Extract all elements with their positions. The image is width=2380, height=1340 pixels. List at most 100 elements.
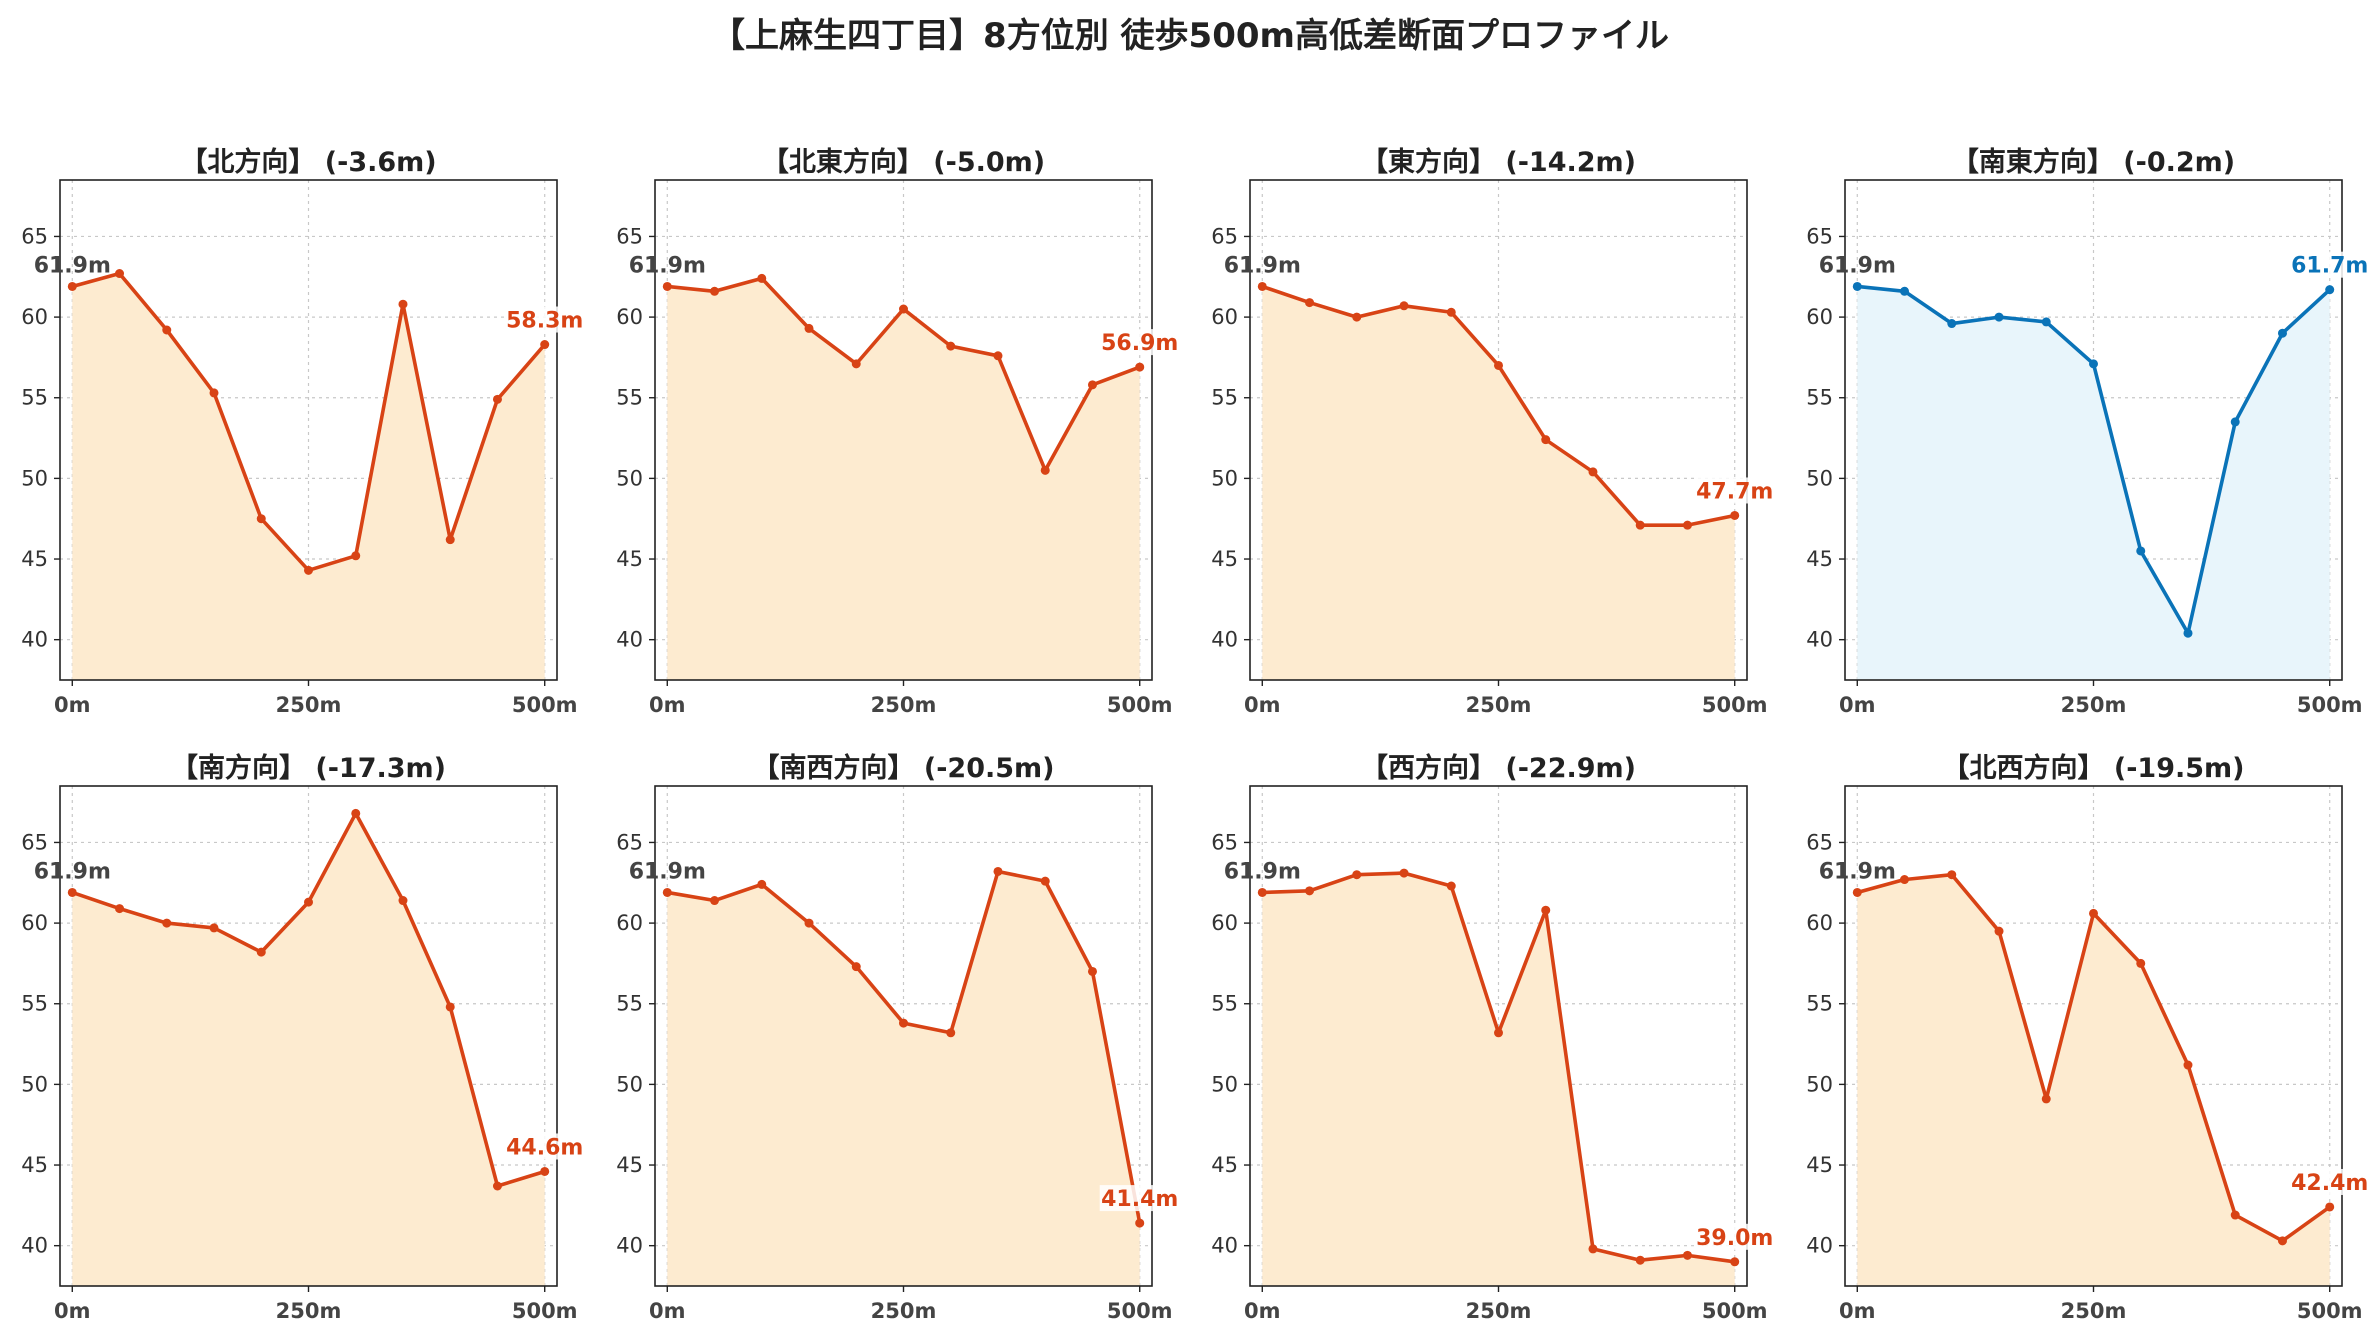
end-label-group: 39.0m <box>1694 1223 1775 1251</box>
data-point <box>804 323 814 333</box>
area-fill <box>1857 286 2330 680</box>
data-point <box>2325 1202 2335 1212</box>
end-label-group: 47.7m <box>1694 477 1775 504</box>
data-point <box>2230 1210 2240 1220</box>
data-point <box>2041 1094 2051 1104</box>
data-point <box>398 896 408 906</box>
data-point <box>67 281 77 291</box>
x-tick-label: 500m <box>512 1299 578 1323</box>
y-tick-label: 40 <box>1211 1234 1238 1258</box>
chart-plot: 40 45 50 55 60 65 0m 250m 500m 61.9m 47.7m <box>1211 179 1775 717</box>
y-tick-label: 65 <box>21 224 48 248</box>
x-tick-label: 0m <box>1244 1299 1281 1323</box>
area-fill <box>667 871 1140 1286</box>
end-label: 41.4m <box>1101 1187 1178 1212</box>
x-tick-label: 250m <box>276 693 342 717</box>
x-tick-label: 250m <box>2061 1299 2127 1323</box>
y-tick-label: 45 <box>1806 1153 1833 1177</box>
data-point <box>1305 298 1315 308</box>
data-point <box>2325 285 2335 295</box>
data-point <box>2041 317 2051 327</box>
chart-plot: 40 45 50 55 60 65 0m 250m 500m 61.9m 41.4m <box>616 785 1180 1323</box>
data-point <box>2089 908 2098 918</box>
start-label: 61.9m <box>629 859 706 884</box>
chart-plot: 40 45 50 55 60 65 0m 250m 500m 61.9m 44.6m <box>21 785 585 1323</box>
data-point <box>1635 520 1645 530</box>
data-point <box>1900 875 1910 885</box>
area-fill <box>1857 874 2330 1286</box>
start-label: 61.9m <box>34 859 111 884</box>
data-point <box>67 887 77 897</box>
data-point <box>1087 380 1097 390</box>
data-point <box>1135 362 1145 372</box>
y-tick-label: 60 <box>1806 305 1833 329</box>
chart-plot: 40 45 50 55 60 65 0m 250m 500m 61.9m 58.3m <box>21 179 585 717</box>
data-point <box>1257 887 1267 897</box>
chart-title: 【東方向】 (-14.2m) <box>1360 147 1637 178</box>
y-tick-label: 65 <box>21 830 48 854</box>
x-tick-label: 0m <box>1839 1299 1876 1323</box>
y-tick-label: 55 <box>1211 386 1238 410</box>
data-point <box>1682 1250 1692 1260</box>
y-tick-label: 40 <box>21 628 48 652</box>
y-tick-label: 60 <box>1211 305 1238 329</box>
x-tick-label: 0m <box>54 693 90 717</box>
y-tick-label: 45 <box>1211 547 1238 571</box>
data-point <box>757 273 767 283</box>
data-point <box>899 304 908 314</box>
chart-plot: 40 45 50 55 60 65 0m 250m 500m 61.9m 42.4m <box>1806 785 2370 1323</box>
chart-plot: 40 45 50 55 60 65 0m 250m 500m 61.9m 39.0m <box>1211 785 1775 1323</box>
chart-title: 【北方向】 (-3.6m) <box>180 147 437 178</box>
data-point <box>162 325 172 335</box>
end-label-group: 44.6m <box>504 1133 585 1160</box>
y-tick-label: 50 <box>1806 466 1833 490</box>
x-tick-label: 0m <box>649 693 686 717</box>
area-fill <box>72 813 545 1286</box>
end-label-group: 56.9m <box>1099 329 1180 356</box>
data-point <box>2230 417 2240 427</box>
y-tick-label: 45 <box>21 547 48 571</box>
data-point <box>304 897 313 907</box>
data-point <box>1040 465 1050 475</box>
data-point <box>1852 281 1862 291</box>
x-tick-label: 250m <box>871 1299 937 1323</box>
data-point <box>804 918 814 928</box>
data-point <box>162 918 172 928</box>
data-point <box>946 1028 956 1038</box>
start-label: 61.9m <box>34 253 111 278</box>
y-tick-label: 40 <box>1806 1234 1833 1258</box>
data-point <box>1305 886 1315 896</box>
end-label: 61.7m <box>2291 254 2368 279</box>
y-tick-label: 40 <box>1211 628 1238 652</box>
data-point <box>1682 520 1692 530</box>
data-point <box>1541 435 1551 445</box>
data-point <box>2089 359 2098 369</box>
y-tick-label: 55 <box>1211 992 1238 1016</box>
y-tick-label: 65 <box>616 224 643 248</box>
data-point <box>1257 281 1267 291</box>
start-label: 61.9m <box>1819 253 1896 278</box>
end-label-bg <box>1694 1223 1775 1250</box>
data-point <box>115 904 125 914</box>
start-label: 61.9m <box>629 253 706 278</box>
data-point <box>1852 887 1862 897</box>
data-point <box>1446 307 1456 317</box>
y-tick-label: 55 <box>616 992 643 1016</box>
x-tick-label: 500m <box>1107 1299 1173 1323</box>
area-fill <box>72 273 545 680</box>
chart-plot: 40 45 50 55 60 65 0m 250m 500m 61.9m 61.7m <box>1806 179 2370 717</box>
y-tick-label: 45 <box>616 1153 643 1177</box>
end-label: 39.0m <box>1696 1226 1773 1251</box>
end-label-group: 42.4m <box>2289 1168 2370 1196</box>
y-tick-label: 55 <box>1806 386 1833 410</box>
y-tick-label: 45 <box>21 1153 48 1177</box>
x-tick-label: 500m <box>1702 693 1768 717</box>
data-point <box>1352 870 1362 880</box>
data-point <box>1994 926 2004 936</box>
data-point <box>1446 881 1456 891</box>
data-point <box>1087 966 1097 976</box>
figure-title: 【上麻生四丁目】8方位別 徒歩500m高低差断面プロファイル <box>711 16 1669 56</box>
end-label-bg <box>1099 1185 1180 1212</box>
data-point <box>1399 868 1409 878</box>
x-tick-label: 250m <box>2061 693 2127 717</box>
